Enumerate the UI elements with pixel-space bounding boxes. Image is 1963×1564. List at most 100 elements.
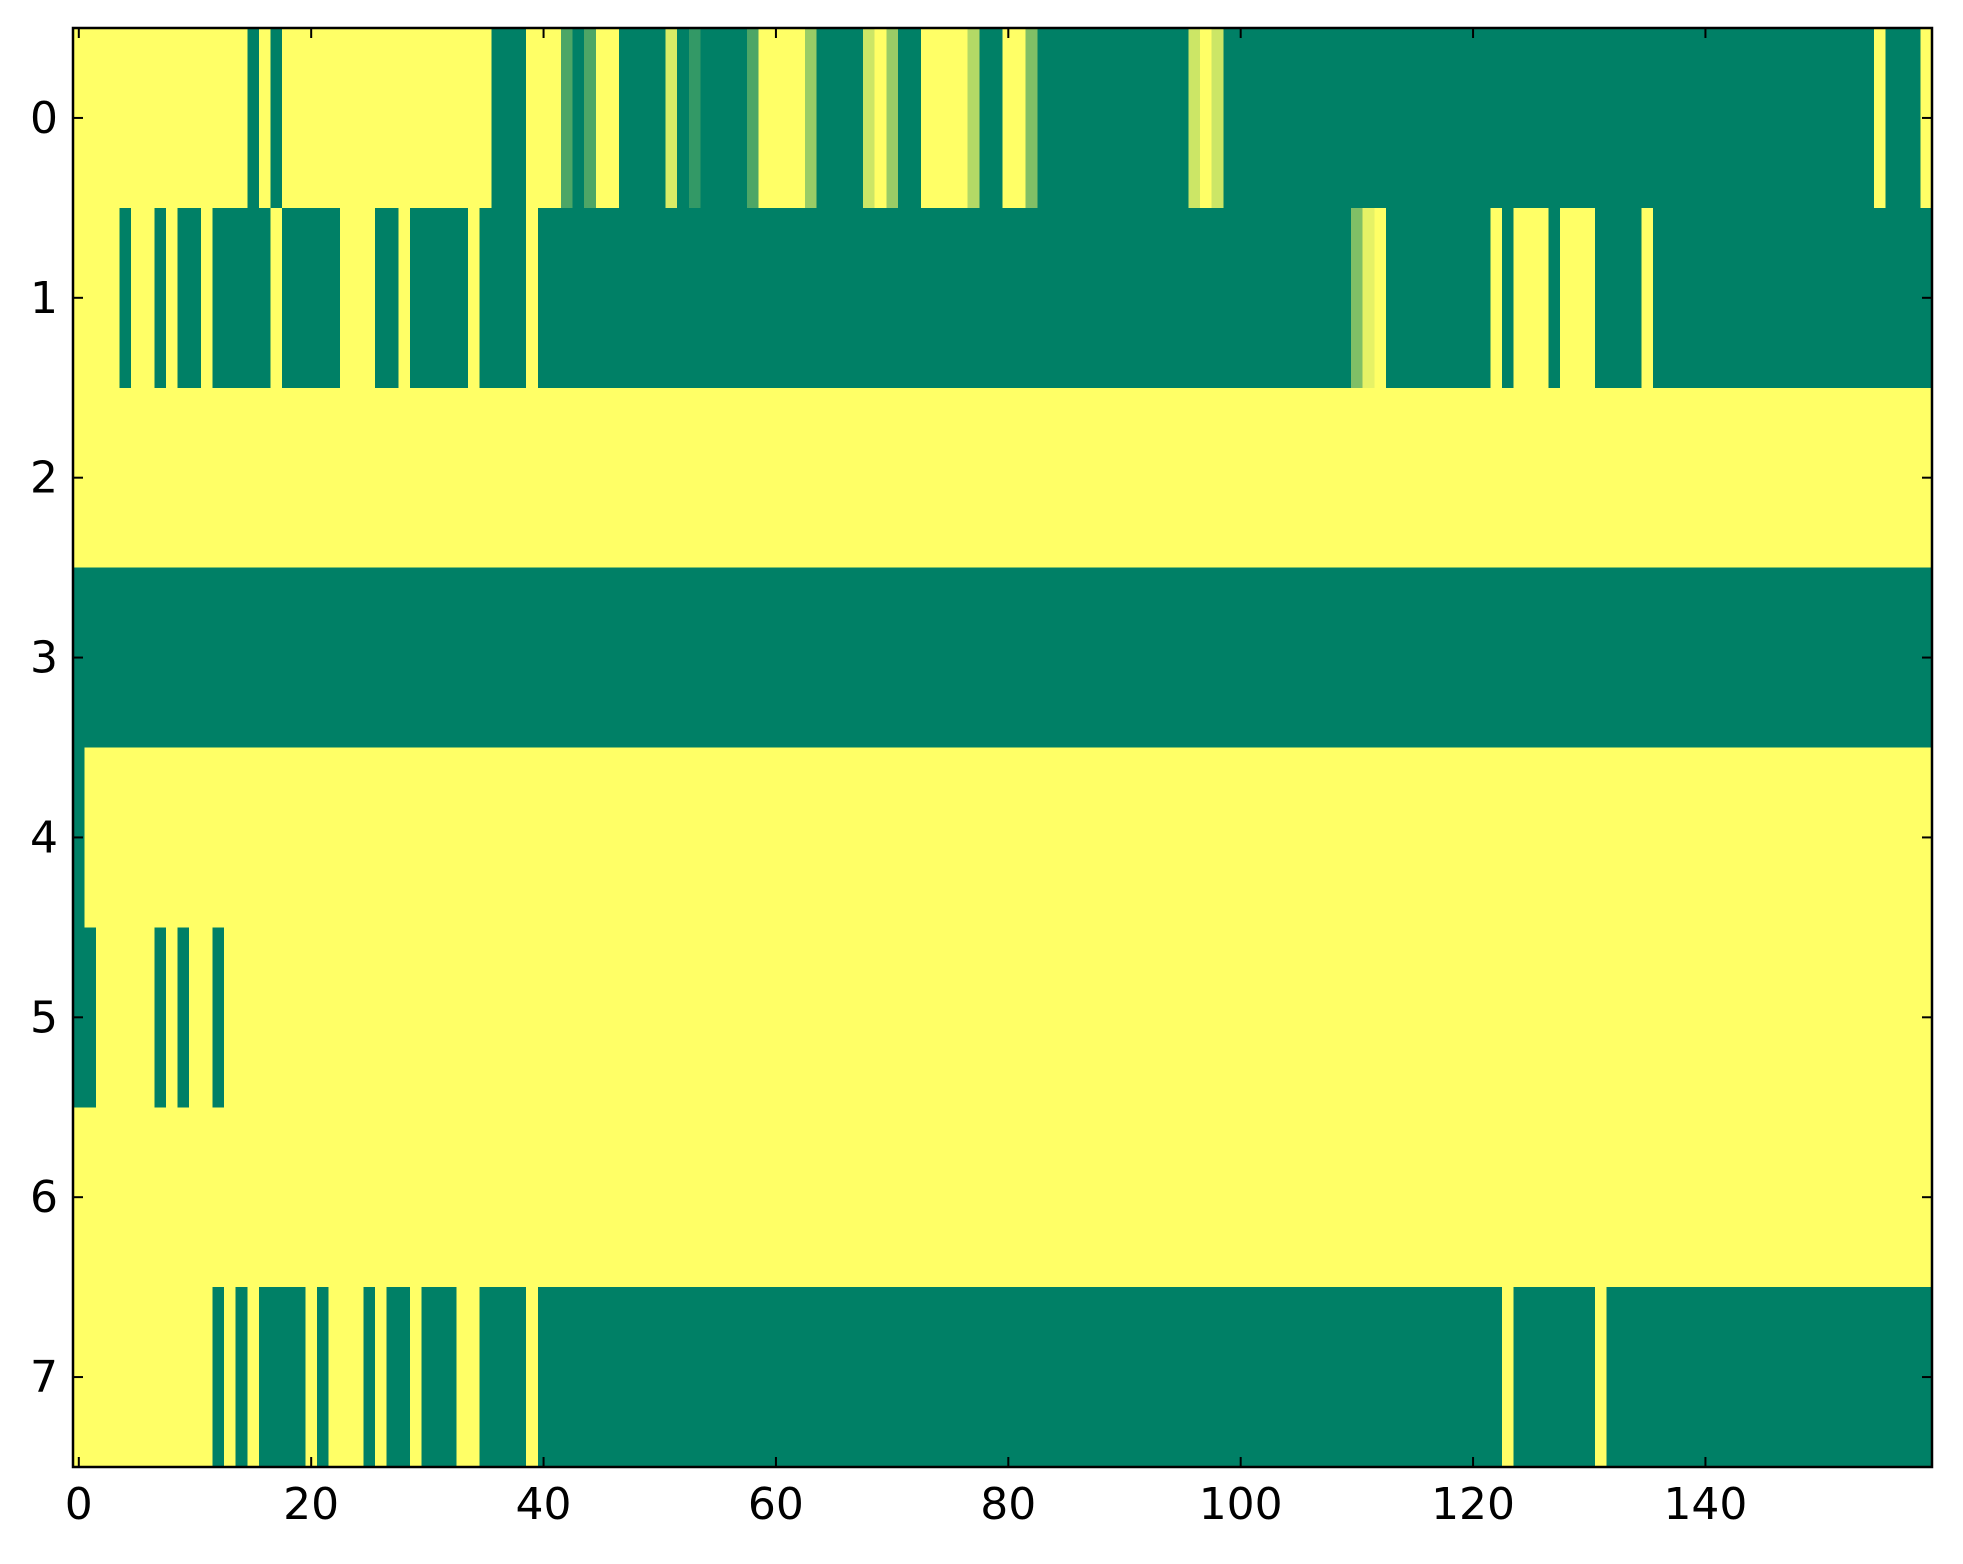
cell: [979, 1287, 992, 1468]
cell: [433, 207, 446, 389]
cell: [1211, 567, 1224, 749]
cell: [212, 207, 225, 389]
cell: [1862, 1287, 1875, 1468]
cell: [572, 207, 585, 389]
y-tick-label: 3: [30, 633, 58, 684]
cell: [1130, 1107, 1143, 1288]
cell: [560, 567, 574, 749]
cell: [456, 28, 469, 209]
cell: [212, 747, 225, 928]
cell: [700, 1287, 713, 1468]
cell: [816, 1287, 829, 1468]
cell: [514, 567, 527, 749]
cell: [619, 927, 632, 1108]
cell: [549, 387, 562, 569]
cell: [1165, 927, 1178, 1108]
cell: [96, 387, 109, 569]
cell: [1118, 1287, 1131, 1468]
cell: [1873, 207, 1887, 389]
cell: [1839, 1287, 1852, 1468]
cell: [1850, 387, 1863, 569]
cell: [1002, 1287, 1015, 1468]
cell: [468, 747, 481, 928]
cell: [1629, 387, 1643, 569]
cell: [421, 567, 434, 749]
cell: [165, 567, 179, 749]
cell: [1467, 747, 1480, 928]
cell: [328, 1287, 341, 1468]
cell: [1757, 207, 1770, 389]
cell: [1014, 1107, 1027, 1288]
cell: [1304, 1107, 1317, 1288]
cell: [746, 1287, 760, 1468]
cell: [1316, 1287, 1329, 1468]
cell: [282, 387, 295, 569]
cell: [781, 927, 794, 1108]
cell: [932, 28, 946, 209]
cell: [96, 927, 109, 1108]
cell: [1676, 28, 1689, 209]
cell: [1548, 28, 1561, 209]
cell: [1502, 927, 1515, 1108]
cell: [642, 927, 655, 1108]
cell: [1641, 927, 1654, 1108]
cell: [235, 1287, 248, 1468]
cell: [595, 567, 609, 749]
cell: [1478, 927, 1492, 1108]
cell: [1444, 28, 1457, 209]
cell: [1211, 927, 1224, 1108]
cell: [1316, 747, 1329, 928]
cell: [107, 387, 121, 569]
cell: [514, 387, 527, 569]
cell: [1467, 28, 1480, 209]
cell: [1223, 747, 1236, 928]
cell: [886, 28, 899, 209]
cell: [1653, 207, 1666, 389]
cell: [1757, 387, 1770, 569]
cell: [886, 207, 899, 389]
cell: [1351, 927, 1364, 1108]
cell: [619, 207, 632, 389]
cell: [886, 387, 899, 569]
cell: [107, 28, 121, 209]
cell: [921, 927, 934, 1108]
cell: [677, 567, 690, 749]
cell: [1444, 567, 1457, 749]
cell: [1432, 1287, 1445, 1468]
cell: [770, 1287, 783, 1468]
cell: [863, 567, 876, 749]
cell: [119, 28, 132, 209]
cell: [1595, 927, 1608, 1108]
cell: [1897, 567, 1910, 749]
cell: [1653, 387, 1666, 569]
cell: [723, 567, 736, 749]
cell: [1780, 28, 1794, 209]
cell: [979, 207, 992, 389]
cell: [1385, 747, 1399, 928]
cell: [398, 927, 411, 1108]
cell: [1107, 927, 1120, 1108]
cell: [816, 28, 829, 209]
cell: [793, 387, 806, 569]
cell: [1130, 387, 1143, 569]
cell: [293, 1107, 306, 1288]
cell: [235, 927, 248, 1108]
cell: [1664, 567, 1677, 749]
cell: [165, 747, 179, 928]
cell: [1118, 1107, 1131, 1288]
cell: [653, 927, 667, 1108]
cell: [1327, 1107, 1341, 1288]
cell: [1490, 1107, 1503, 1288]
cell: [723, 207, 736, 389]
cell: [1083, 207, 1097, 389]
cell: [1014, 28, 1027, 209]
cell: [107, 1107, 121, 1288]
cell: [1385, 1107, 1399, 1288]
cell: [119, 1107, 132, 1288]
cell: [1583, 207, 1596, 389]
cell: [967, 207, 980, 389]
cell: [1502, 1287, 1515, 1468]
cell: [421, 927, 434, 1108]
cell: [1664, 747, 1677, 928]
